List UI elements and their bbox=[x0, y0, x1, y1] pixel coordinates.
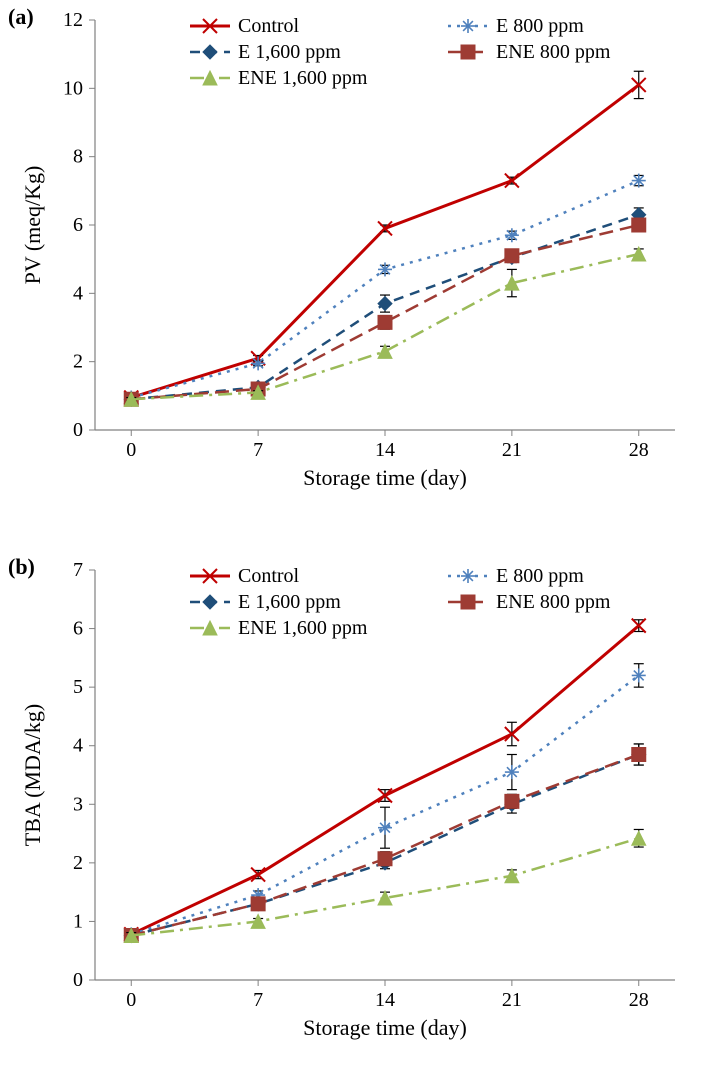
xtick-label: 21 bbox=[502, 989, 522, 1011]
ytick-label: 3 bbox=[73, 793, 83, 815]
panel-label-a: (a) bbox=[8, 4, 34, 30]
ytick-label: 6 bbox=[73, 214, 83, 236]
ytick-label: 4 bbox=[73, 282, 83, 304]
ytick-label: 1 bbox=[73, 910, 83, 932]
legend-label: E 1,600 ppm bbox=[238, 591, 341, 613]
legend-label: Control bbox=[238, 565, 300, 587]
xtick-label: 0 bbox=[126, 989, 136, 1011]
xtick-label: 28 bbox=[629, 989, 649, 1011]
chart-a: 0 2 4 6 8 10 12 0 7 14 21 28 PV (meq/Kg) Storage time… bbox=[0, 0, 709, 500]
ytick-label: 10 bbox=[63, 77, 83, 99]
legend-label: E 800 ppm bbox=[496, 15, 584, 37]
page: { "panels": [ { "id": "a", "panel_label"… bbox=[0, 0, 709, 1082]
chart-b: 0 1 2 3 4 5 6 7 0 7 14 21 28 TBA (MDA/kg) Storage time… bbox=[0, 550, 709, 1050]
xtick-label: 7 bbox=[253, 439, 263, 461]
ytick-label: 5 bbox=[73, 676, 83, 698]
legend-label: ENE 800 ppm bbox=[496, 591, 611, 613]
ytick-label: 7 bbox=[73, 559, 83, 581]
panel-label-b: (b) bbox=[8, 554, 35, 580]
ytick-label: 6 bbox=[73, 618, 83, 640]
series-line bbox=[131, 626, 639, 935]
x-axis-label: Storage time (day) bbox=[303, 465, 467, 490]
y-axis-label: TBA (MDA/kg) bbox=[20, 704, 45, 846]
ytick-label: 2 bbox=[73, 852, 83, 874]
legend-label: ENE 1,600 ppm bbox=[238, 617, 368, 639]
panel-a: (a) 0 2 4 6 8 10 12 0 7 14 21 28 PV (meq/Kg) Storage t… bbox=[0, 0, 709, 500]
xtick-label: 14 bbox=[375, 439, 395, 461]
ytick-label: 2 bbox=[73, 351, 83, 373]
legend-label: ENE 1,600 ppm bbox=[238, 67, 368, 89]
panel-b: (b) 0 1 2 3 4 5 6 7 0 7 14 21 28 TBA (MDA/kg) Storage t… bbox=[0, 550, 709, 1050]
ytick-label: 0 bbox=[73, 969, 83, 991]
legend-label: E 1,600 ppm bbox=[238, 41, 341, 63]
y-axis-label: PV (meq/Kg) bbox=[20, 166, 45, 285]
ytick-label: 8 bbox=[73, 146, 83, 168]
ytick-label: 4 bbox=[73, 735, 83, 757]
ytick-label: 0 bbox=[73, 419, 83, 441]
xtick-label: 14 bbox=[375, 989, 395, 1011]
legend-label: E 800 ppm bbox=[496, 565, 584, 587]
xtick-label: 28 bbox=[629, 439, 649, 461]
legend-label: Control bbox=[238, 15, 300, 37]
series-line bbox=[131, 181, 639, 398]
xtick-label: 21 bbox=[502, 439, 522, 461]
ytick-label: 12 bbox=[63, 9, 83, 31]
x-axis-label: Storage time (day) bbox=[303, 1015, 467, 1040]
legend-label: ENE 800 ppm bbox=[496, 41, 611, 63]
xtick-label: 7 bbox=[253, 989, 263, 1011]
xtick-label: 0 bbox=[126, 439, 136, 461]
